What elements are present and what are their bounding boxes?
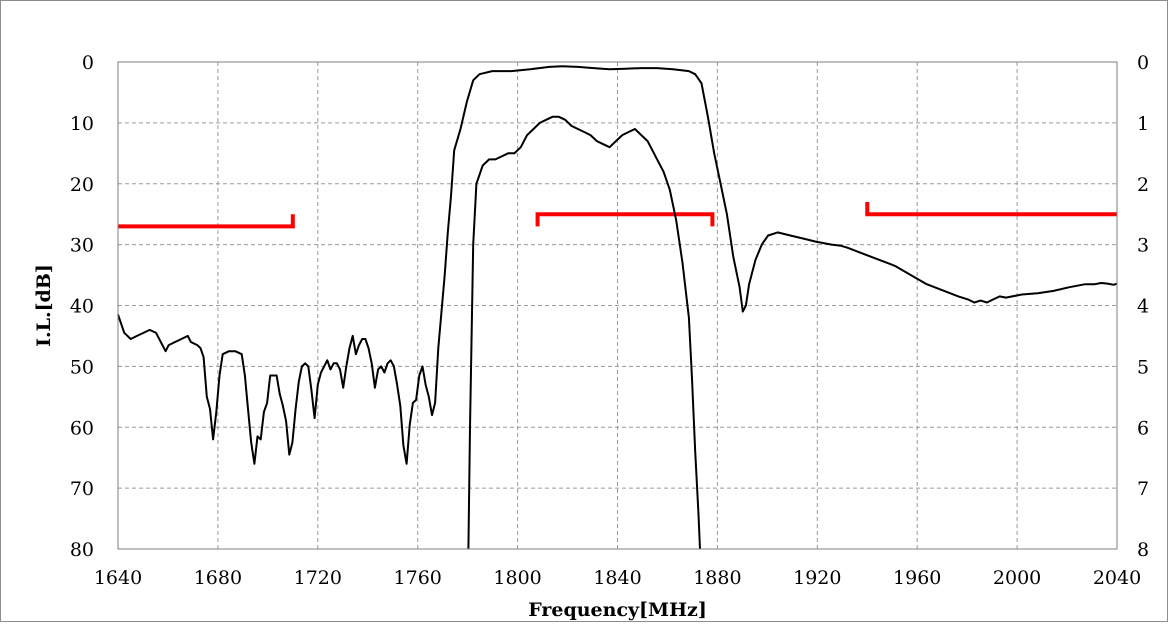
x-tick-label: 1680 (194, 567, 242, 589)
y-tick-label: 0 (82, 52, 94, 74)
grid-lines (118, 62, 1117, 549)
spec-mark (865, 202, 1117, 217)
x-tick-label: 1640 (94, 567, 142, 589)
x-tick-label: 1880 (693, 567, 741, 589)
x-tick-label: 1840 (593, 567, 641, 589)
x-axis-title: Frequency[MHz] (528, 599, 707, 621)
y2-tick-label: 7 (1137, 478, 1149, 500)
plot-area-border (117, 61, 1118, 550)
x-tick-label: 1760 (394, 567, 442, 589)
x-tick-label: 1960 (893, 567, 941, 589)
y-tick-labels: 0 10 20 30 40 50 60 70 80 (70, 52, 94, 561)
y-tick-label: 60 (70, 417, 94, 439)
wideband-response-curve (117, 65, 1118, 465)
y2-tick-label: 2 (1137, 174, 1149, 196)
y2-tick-label: 6 (1137, 417, 1149, 439)
response-curves (117, 65, 1118, 550)
spec-marks (118, 202, 1117, 229)
x-tick-label: 1920 (793, 567, 841, 589)
x-tick-label: 2040 (1093, 567, 1141, 589)
y2-tick-label: 8 (1137, 539, 1149, 561)
spec-mark (118, 214, 295, 229)
y2-tick-labels: 0 1 2 3 4 5 6 7 8 (1137, 52, 1149, 561)
y2-tick-label: 4 (1137, 296, 1149, 318)
spec-mark (535, 212, 715, 227)
y2-tick-label: 3 (1137, 235, 1149, 257)
x-tick-label: 2000 (993, 567, 1041, 589)
y-tick-label: 30 (70, 235, 94, 257)
passband-detail-curve (467, 115, 701, 550)
y-axis-title: I.L.[dB] (33, 264, 55, 347)
y2-tick-label: 1 (1137, 113, 1149, 135)
y2-tick-label: 0 (1137, 52, 1149, 74)
y-tick-label: 40 (70, 296, 94, 318)
x-tick-label: 1800 (493, 567, 541, 589)
y-tick-label: 50 (70, 356, 94, 378)
x-tick-label: 1720 (294, 567, 342, 589)
y-tick-label: 80 (70, 539, 94, 561)
y2-tick-label: 5 (1137, 356, 1149, 378)
y-tick-label: 70 (70, 478, 94, 500)
y-tick-label: 20 (70, 174, 94, 196)
x-tick-labels: 1640 1680 1720 1760 1800 1840 1880 1920 1960 2000… (94, 567, 1141, 589)
y-tick-label: 10 (70, 113, 94, 135)
